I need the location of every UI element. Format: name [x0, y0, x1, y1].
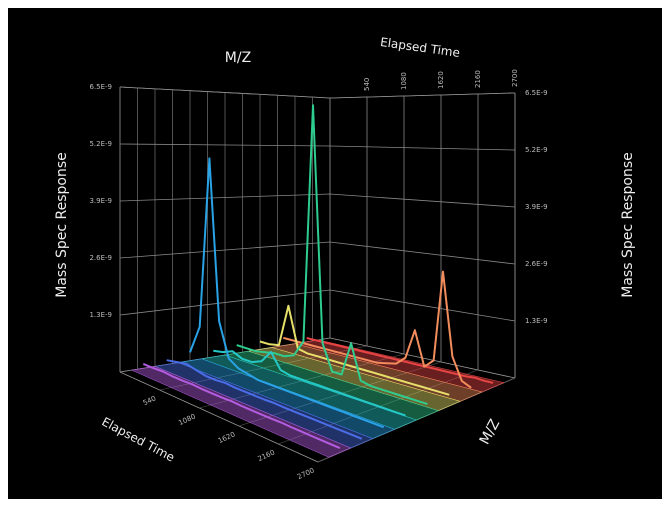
y-tick-label: 1.3E-9 [89, 311, 112, 319]
y-tick-label-right: 3.9E-9 [525, 203, 548, 211]
x-tick-label: 2160 [474, 70, 482, 88]
y-tick-label-right: 6.5E-9 [525, 89, 548, 97]
x-tick-label: 540 [363, 78, 371, 91]
grid-line [119, 289, 516, 322]
y-tick-label-right: 2.6E-9 [525, 260, 548, 268]
x-tick-label: 1620 [437, 71, 445, 89]
grid-line [119, 241, 516, 265]
y-tick-label: 3.9E-9 [89, 197, 112, 205]
y-tick-label-right: 1.3E-9 [525, 317, 548, 325]
floor-edge [119, 371, 319, 463]
z-axis-title: M/Z [225, 50, 251, 66]
y-tick-label-right: 5.2E-9 [525, 146, 548, 154]
y-axis-title-right: Mass Spec Response [620, 152, 636, 297]
ribbon-band [130, 366, 352, 458]
trace-line [236, 104, 428, 406]
y-axis-title: Mass Spec Response [54, 152, 70, 297]
trace-line [259, 304, 450, 396]
y-tick-label: 5.2E-9 [89, 140, 112, 148]
trace-line [142, 362, 341, 450]
grid-line [119, 193, 516, 208]
trace-line [189, 157, 385, 429]
x-tick-label: 1080 [400, 72, 408, 90]
trace-line [283, 270, 472, 389]
grid-line [119, 143, 516, 151]
trace-line [213, 349, 406, 417]
background [8, 8, 662, 499]
grid-line [119, 86, 516, 99]
x-tick-label: 2700 [511, 69, 519, 87]
y-tick-label: 2.6E-9 [89, 254, 112, 262]
trace-line [166, 359, 363, 440]
y-tick-label: 6.5E-9 [89, 83, 112, 91]
